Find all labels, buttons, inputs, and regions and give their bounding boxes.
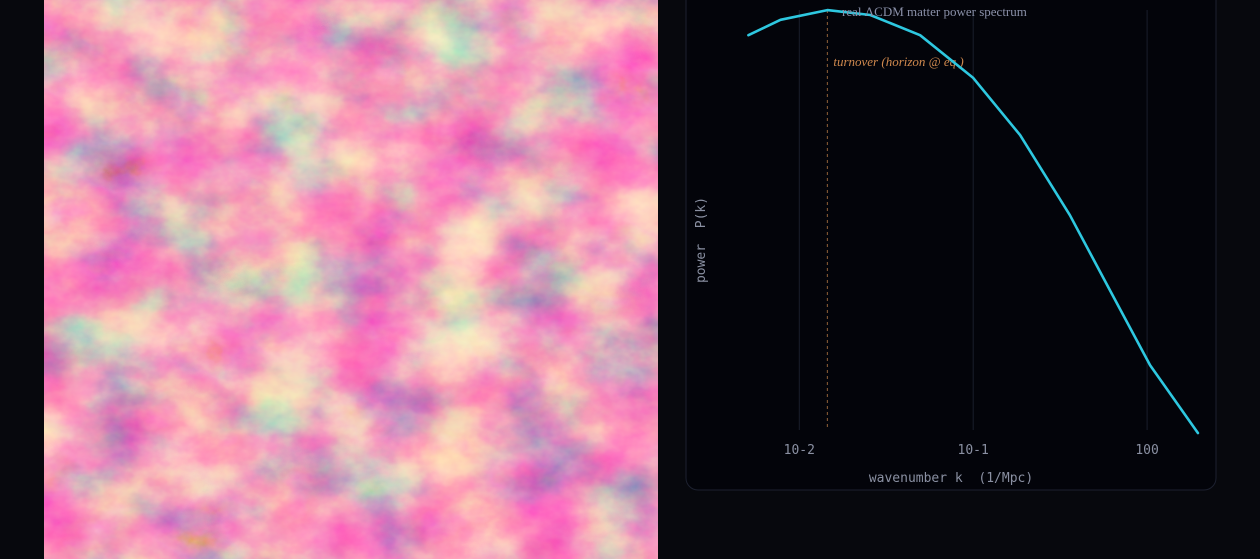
x-axis-label: wavenumber k (1/Mpc) — [869, 471, 1033, 486]
density-field-texture — [44, 0, 658, 559]
y-axis-label: power P(k) — [694, 197, 709, 283]
annotation-text: turnover (horizon @ eq.) — [833, 54, 963, 69]
series-line — [747, 8, 1200, 435]
legend-label: real ΛCDM matter power spectrum — [842, 4, 1027, 19]
x-tick-label: 10-2 — [784, 443, 815, 458]
x-tick-label: 10-1 — [958, 443, 989, 458]
chart-panel — [685, 0, 1217, 491]
x-tick-label: 100 — [1135, 443, 1158, 458]
